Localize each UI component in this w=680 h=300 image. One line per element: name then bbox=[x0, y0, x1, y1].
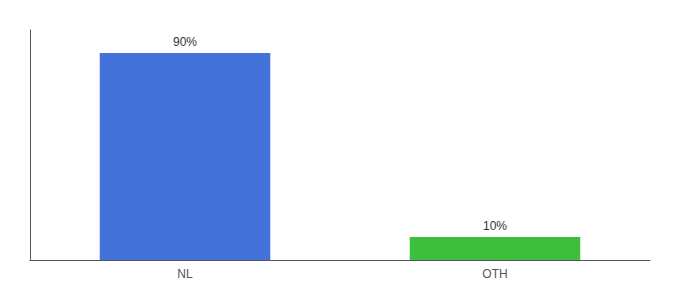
svg-text:10%: 10% bbox=[483, 219, 507, 233]
svg-text:OTH: OTH bbox=[482, 267, 507, 281]
svg-text:90%: 90% bbox=[173, 35, 197, 49]
svg-text:NL: NL bbox=[177, 267, 193, 281]
